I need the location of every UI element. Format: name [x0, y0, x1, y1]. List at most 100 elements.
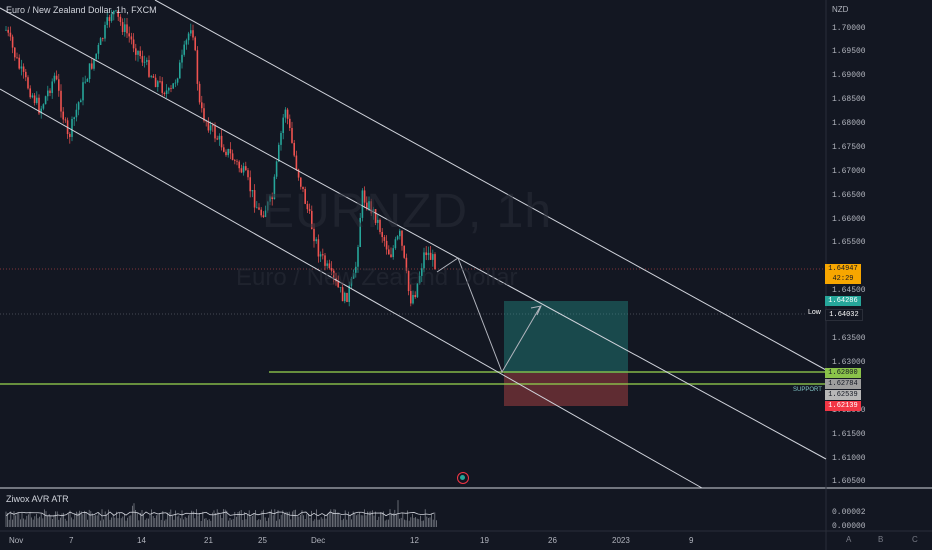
- candle-body: [421, 268, 423, 276]
- alert-icon[interactable]: [457, 472, 469, 484]
- price-tick: 1.68000: [832, 119, 866, 128]
- target-price-badge: 1.62800: [825, 368, 861, 378]
- candle-body: [258, 207, 260, 210]
- candle-body: [190, 30, 192, 34]
- candle-body: [352, 272, 355, 279]
- candle-body: [425, 252, 427, 256]
- candle-body: [31, 95, 34, 98]
- candle-body: [330, 268, 333, 271]
- candle-body: [427, 252, 430, 256]
- candle-body: [223, 147, 225, 152]
- candle-body: [227, 149, 229, 156]
- candle-body: [286, 109, 289, 119]
- candle-body: [390, 254, 392, 258]
- candle-body: [315, 239, 317, 242]
- candle-body: [374, 209, 377, 223]
- candle-body: [234, 160, 236, 161]
- candle-body: [432, 254, 434, 260]
- candle-body: [187, 33, 190, 41]
- candle-body: [392, 248, 394, 258]
- candle-body: [91, 63, 93, 69]
- candle-body: [152, 76, 155, 78]
- candle-body: [99, 38, 102, 45]
- candle-body: [361, 190, 364, 218]
- support-price-badge: 1.62784: [825, 379, 861, 389]
- bar-countdown: 42:29: [832, 275, 854, 283]
- candle-body: [267, 201, 269, 211]
- candle-body: [348, 285, 350, 302]
- candle-body: [42, 104, 45, 109]
- candle-body: [317, 239, 320, 257]
- candle-body: [113, 10, 115, 15]
- candle-body: [394, 239, 397, 249]
- candle-body: [51, 81, 53, 94]
- candle-body: [148, 60, 150, 77]
- candle-body: [159, 81, 161, 83]
- profit-zone[interactable]: [504, 301, 628, 373]
- candle-body: [242, 166, 245, 173]
- candle-body: [139, 50, 141, 57]
- scale-c-button[interactable]: C: [912, 535, 918, 544]
- candle-body: [137, 50, 139, 55]
- candle-body: [174, 82, 177, 84]
- time-tick: Dec: [311, 536, 326, 545]
- candle-body: [355, 266, 357, 273]
- channel-middle-line[interactable]: [0, 7, 827, 460]
- loss-zone[interactable]: [504, 373, 628, 406]
- candle-body: [322, 254, 324, 256]
- candle-body: [388, 249, 390, 255]
- candle-body: [64, 119, 67, 121]
- candle-body: [110, 14, 113, 21]
- candle-body: [170, 87, 172, 89]
- low-price-badge: 1.64032: [825, 309, 863, 321]
- candle-body: [38, 97, 40, 114]
- candle-body: [410, 291, 412, 304]
- price-tick: 1.66000: [832, 215, 866, 224]
- candle-body: [418, 275, 421, 284]
- candle-body: [366, 202, 368, 209]
- candle-body: [423, 252, 425, 269]
- candle-body: [97, 44, 100, 54]
- candle-body: [128, 33, 130, 37]
- scale-auto-button[interactable]: A: [846, 535, 852, 544]
- candle-body: [297, 169, 300, 178]
- candle-body: [377, 219, 379, 223]
- candle-body: [62, 111, 64, 120]
- candle-body: [275, 161, 278, 177]
- candle-body: [143, 61, 146, 63]
- scale-b-button[interactable]: B: [878, 535, 884, 544]
- candle-body: [104, 24, 106, 39]
- candle-body: [88, 63, 91, 80]
- channel-upper-line[interactable]: [154, 0, 827, 371]
- candle-body: [209, 125, 212, 131]
- indicator-name[interactable]: Ziwox AVR ATR: [6, 494, 69, 504]
- projection-arrowhead: [530, 305, 542, 316]
- candle-body: [181, 54, 183, 63]
- candle-body: [18, 57, 20, 69]
- entry-price-badge: 1.62539: [825, 390, 861, 400]
- candle-body: [319, 254, 322, 257]
- candle-body: [313, 228, 315, 242]
- price-tick: 1.66500: [832, 191, 866, 200]
- price-tick: 1.65500: [832, 238, 866, 247]
- candle-body: [150, 76, 152, 77]
- candle-body: [115, 10, 117, 12]
- candle-body: [333, 270, 335, 278]
- watermark-symbol: EURNZD, 1h: [262, 185, 553, 238]
- candle-body: [381, 231, 383, 238]
- candle-body: [102, 38, 104, 39]
- low-label: Low: [805, 308, 824, 318]
- candle-body: [161, 81, 163, 93]
- symbol-legend[interactable]: Euro / New Zealand Dollar, 1h, FXCM: [6, 5, 157, 15]
- candle-body: [69, 134, 71, 137]
- candle-body: [119, 16, 122, 23]
- candle-body: [399, 230, 401, 237]
- projection-path[interactable]: [436, 257, 541, 374]
- channel-lower-line[interactable]: [0, 88, 703, 489]
- time-tick: Nov: [9, 536, 24, 545]
- candle-body: [344, 292, 346, 302]
- candle-body: [117, 10, 119, 17]
- candle-body: [218, 135, 221, 140]
- candle-body: [416, 283, 419, 298]
